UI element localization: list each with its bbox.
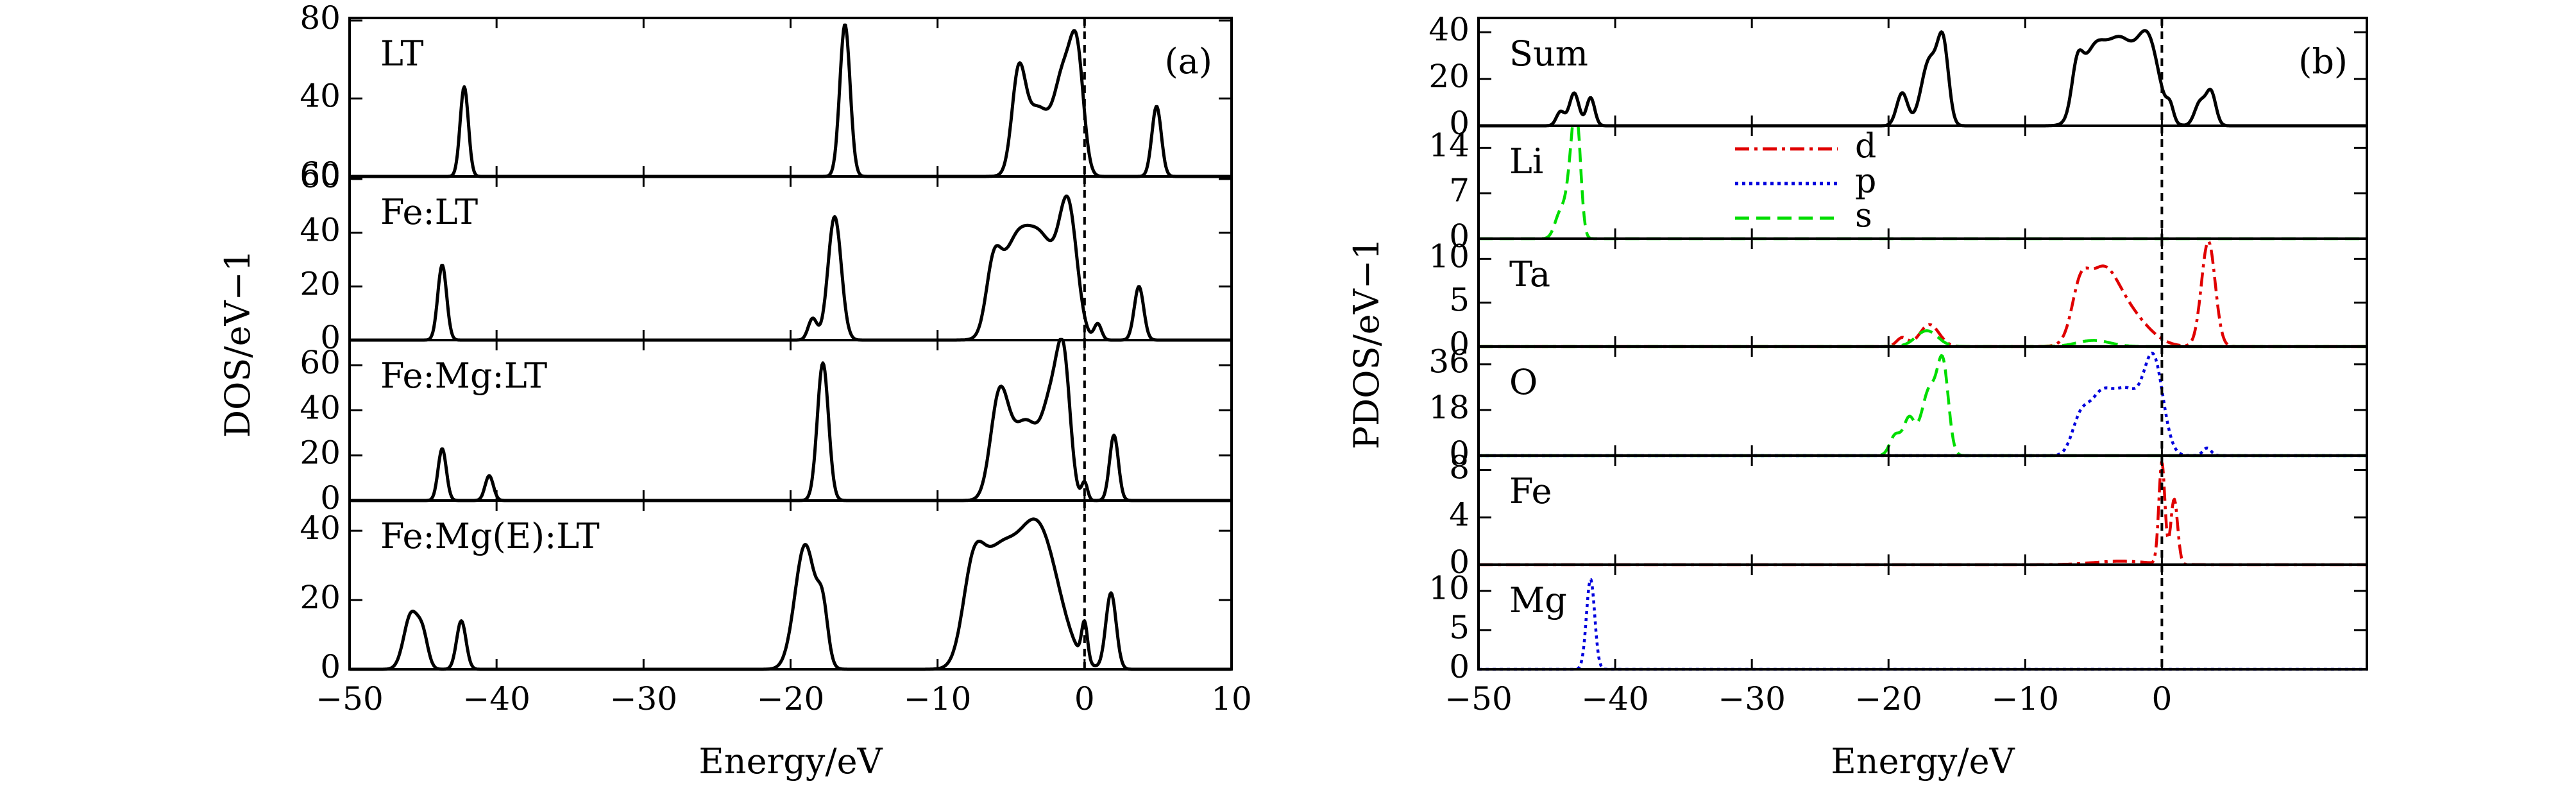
x-axis-label: Energy/eV: [1831, 741, 2015, 782]
y-tick-label: 20: [300, 579, 341, 616]
legend-label-d: d: [1855, 128, 1876, 166]
subplot-fe-mg-e-lt: 0 20 40 Fe:Mg(E):LT: [300, 499, 1233, 685]
subplot-label: LT: [380, 33, 423, 74]
y-tick-label: 7: [1449, 172, 1470, 209]
y-tick-label: 40: [300, 389, 341, 426]
y-tick-label: 0: [1449, 544, 1470, 581]
y-tick-label: 40: [1428, 11, 1470, 48]
x-tick-label: −40: [462, 680, 530, 717]
y-tick-label: 80: [300, 0, 341, 37]
x-tick-label: −40: [1581, 680, 1649, 717]
subplot-label: O: [1509, 362, 1538, 402]
y-tick-label: 40: [300, 78, 341, 115]
y-tick-label: 0: [1449, 218, 1470, 255]
x-tick-label: −10: [1992, 680, 2060, 717]
y-tick-label: 18: [1428, 389, 1470, 426]
y-tick-label: 0: [320, 319, 341, 356]
x-tick-label: 10: [1211, 680, 1252, 717]
subplot-label: Fe: [1509, 471, 1552, 511]
y-tick-label: 40: [300, 510, 341, 547]
y-tick-label: 8: [1449, 449, 1470, 486]
x-tick-label: 0: [1074, 680, 1095, 717]
y-tick-label: 36: [1428, 343, 1470, 381]
x-tick-label: 0: [2151, 680, 2172, 717]
y-axis-label: PDOS/eV−1: [1346, 238, 1387, 450]
y-tick-label: 10: [1428, 570, 1470, 607]
y-tick-label: 60: [300, 155, 341, 193]
subplot-label: Li: [1509, 141, 1543, 182]
subplot-label: Mg: [1509, 580, 1567, 621]
x-tick-label: −20: [1854, 680, 1922, 717]
subplot-label: Fe:Mg:LT: [380, 355, 547, 396]
subplot-label: Sum: [1509, 33, 1588, 74]
panel-label: (b): [2298, 41, 2348, 81]
subplot-label: Fe:Mg(E):LT: [380, 516, 600, 556]
y-tick-label: 0: [1449, 434, 1470, 472]
y-tick-label: 60: [300, 158, 341, 195]
y-tick-label: 0: [1449, 325, 1470, 363]
y-tick-label: 60: [300, 344, 341, 381]
y-tick-label: 0: [320, 648, 341, 685]
x-tick-label: −50: [1445, 680, 1513, 717]
x-tick-label: −50: [316, 680, 384, 717]
y-tick-label: 14: [1428, 126, 1470, 164]
y-tick-label: 5: [1449, 282, 1470, 319]
panel-label: (a): [1165, 41, 1212, 81]
subplot-label: Fe:LT: [380, 192, 478, 232]
y-tick-label: 0: [320, 479, 341, 517]
x-tick-label: −20: [757, 680, 825, 717]
y-tick-label: 10: [1428, 237, 1470, 275]
x-tick-label: −10: [904, 680, 972, 717]
y-tick-label: 5: [1449, 609, 1470, 646]
y-tick-label: 0: [1449, 648, 1470, 685]
legend-label-p: p: [1855, 162, 1876, 201]
y-tick-label: 40: [300, 212, 341, 249]
subplot-label: Ta: [1509, 254, 1550, 295]
subplot-frame: [1477, 563, 2368, 671]
legend-label-s: s: [1855, 197, 1872, 236]
y-tick-label: 0: [1449, 105, 1470, 142]
x-tick-label: −30: [610, 680, 678, 717]
x-axis-label: Energy/eV: [699, 741, 883, 782]
y-tick-label: 20: [300, 265, 341, 302]
y-tick-label: 20: [1428, 58, 1470, 95]
y-tick-label: 20: [300, 434, 341, 472]
y-axis-label: DOS/eV−1: [217, 250, 258, 438]
x-tick-label: −30: [1718, 680, 1786, 717]
y-tick-label: 4: [1449, 496, 1470, 533]
legend: dps: [1735, 128, 1876, 236]
subplot-sum: 0 20 40 Sum: [1428, 11, 2368, 142]
